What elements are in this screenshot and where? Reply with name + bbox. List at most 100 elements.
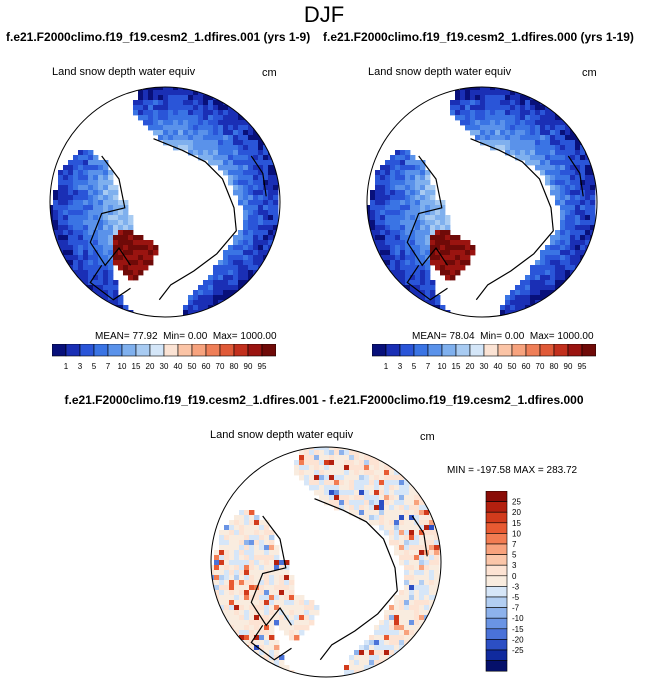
map-cell [244, 535, 250, 541]
map-cell [259, 520, 265, 526]
map-cell [68, 185, 74, 191]
map-cell [344, 505, 350, 511]
map-cell [389, 535, 395, 541]
map-cell [389, 515, 395, 521]
map-cell [367, 205, 371, 211]
map-cell [525, 120, 531, 126]
map-cell [248, 275, 254, 281]
map-cell [530, 140, 536, 146]
map-cell [188, 120, 194, 126]
map-cell [188, 305, 194, 311]
map-cell [224, 555, 230, 561]
map-cell [193, 100, 199, 106]
map-cell [545, 270, 551, 276]
map-cell [248, 260, 254, 266]
map-cell [429, 525, 435, 531]
map-cell [243, 230, 249, 236]
map-cell [254, 540, 260, 546]
panel-2-colorbar-swatch [385, 344, 401, 357]
map-cell [375, 230, 381, 236]
map-cell [218, 160, 224, 166]
map-cell [369, 650, 375, 656]
map-cell [158, 90, 164, 96]
map-cell [234, 625, 240, 631]
map-cell [590, 195, 596, 201]
map-cell [560, 200, 566, 206]
map-cell [450, 105, 456, 111]
map-cell [193, 90, 199, 96]
map-cell [319, 495, 325, 501]
map-cell [505, 100, 511, 106]
map-cell [138, 240, 144, 246]
map-cell [530, 110, 536, 116]
map-cell [500, 120, 506, 126]
map-cell [299, 455, 305, 461]
map-cell [545, 285, 551, 291]
map-cell [168, 105, 174, 111]
map-cell [128, 250, 134, 256]
panel-1-colorbar-tick-label: 15 [132, 362, 141, 371]
map-cell [249, 560, 255, 566]
map-cell [339, 447, 345, 451]
map-cell [409, 530, 415, 536]
map-cell [244, 515, 250, 521]
map-cell [420, 220, 426, 226]
map-cell [268, 165, 274, 171]
map-cell [118, 245, 124, 251]
map-cell [395, 205, 401, 211]
map-cell [224, 560, 230, 566]
map-cell [334, 470, 340, 476]
map-cell [249, 545, 255, 551]
map-cell [475, 87, 481, 91]
panel-2-colorbar-tick-label: 70 [536, 362, 545, 371]
map-cell [273, 175, 279, 181]
map-cell [450, 270, 456, 276]
map-cell [555, 200, 561, 206]
panel-1-colorbar-tick-label: 40 [174, 362, 183, 371]
panel-2-min: 0.00 [504, 331, 525, 342]
map-cell [223, 260, 229, 266]
map-cell [525, 155, 531, 161]
map-cell [565, 190, 571, 196]
map-cell [430, 200, 436, 206]
map-cell [359, 480, 365, 486]
map-cell [515, 145, 521, 151]
map-cell [319, 485, 325, 491]
map-cell [520, 305, 526, 311]
map-cell [374, 475, 380, 481]
panel-1-colorbar-swatch [93, 344, 109, 357]
map-cell [424, 515, 430, 521]
map-cell [505, 90, 511, 96]
map-cell [238, 195, 244, 201]
map-cell [188, 100, 194, 106]
map-cell [259, 565, 265, 571]
map-cell [400, 185, 406, 191]
map-cell [153, 95, 159, 101]
map-cell [233, 165, 239, 171]
map-cell [218, 265, 224, 271]
panel-1-colorbar-tick-label: 80 [230, 362, 239, 371]
map-cell [415, 250, 421, 256]
panel-1-map [49, 86, 281, 318]
map-cell [390, 190, 396, 196]
map-cell [344, 475, 350, 481]
map-cell [399, 525, 405, 531]
map-cell [550, 185, 556, 191]
map-cell [385, 195, 391, 201]
map-cell [258, 235, 264, 241]
map-cell [359, 645, 365, 651]
map-cell [385, 260, 391, 266]
map-cell [475, 90, 481, 96]
map-cell [254, 600, 260, 606]
panel-1-colorbar-tick-label: 70 [216, 362, 225, 371]
map-cell [425, 185, 431, 191]
map-cell [389, 605, 395, 611]
map-cell [273, 180, 279, 186]
map-cell [213, 285, 219, 291]
map-cell [153, 125, 159, 131]
map-cell [173, 87, 179, 91]
panel-2-colorbar-tick-label: 10 [438, 362, 447, 371]
map-cell [399, 640, 405, 646]
map-cell [535, 150, 541, 156]
map-cell [349, 470, 355, 476]
